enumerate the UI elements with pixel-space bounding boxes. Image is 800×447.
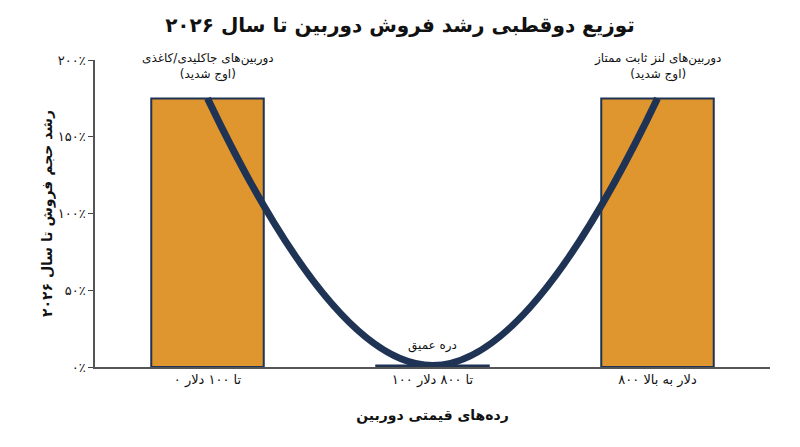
svg-text:۰٪: ۰٪ <box>72 360 86 375</box>
svg-text:۱۵۰٪: ۱۵۰٪ <box>58 129 86 144</box>
svg-text:۸۰۰ دلار به بالا: ۸۰۰ دلار به بالا <box>618 372 697 388</box>
svg-text:۱۰۰ تا ۸۰۰ دلار: ۱۰۰ تا ۸۰۰ دلار <box>392 372 474 388</box>
svg-text:دوربین‌های جاکلیدی/کاغذی(اوج ش: دوربین‌های جاکلیدی/کاغذی(اوج شدید) <box>142 51 274 82</box>
svg-text:دوربین‌های لنز ثابت ممتاز(اوج: دوربین‌های لنز ثابت ممتاز(اوج شدید) <box>594 51 721 82</box>
svg-text:دره عمیق: دره عمیق <box>408 338 457 353</box>
svg-text:۵۰٪: ۵۰٪ <box>65 283 86 298</box>
svg-text:۰ تا ۱۰۰ دلار: ۰ تا ۱۰۰ دلار <box>174 372 242 388</box>
svg-text:۲۰۰٪: ۲۰۰٪ <box>58 53 86 68</box>
svg-text:رده‌های قیمتی دوربین: رده‌های قیمتی دوربین <box>356 407 509 424</box>
svg-text:توزیع دوقطبی رشد فروش دوربین ت: توزیع دوقطبی رشد فروش دوربین تا سال ۲۰۲۶ <box>165 13 635 37</box>
svg-text:رشد حجم فروش تا سال ۲۰۲۶: رشد حجم فروش تا سال ۲۰۲۶ <box>39 110 56 317</box>
svg-text:۱۰۰٪: ۱۰۰٪ <box>58 206 86 221</box>
